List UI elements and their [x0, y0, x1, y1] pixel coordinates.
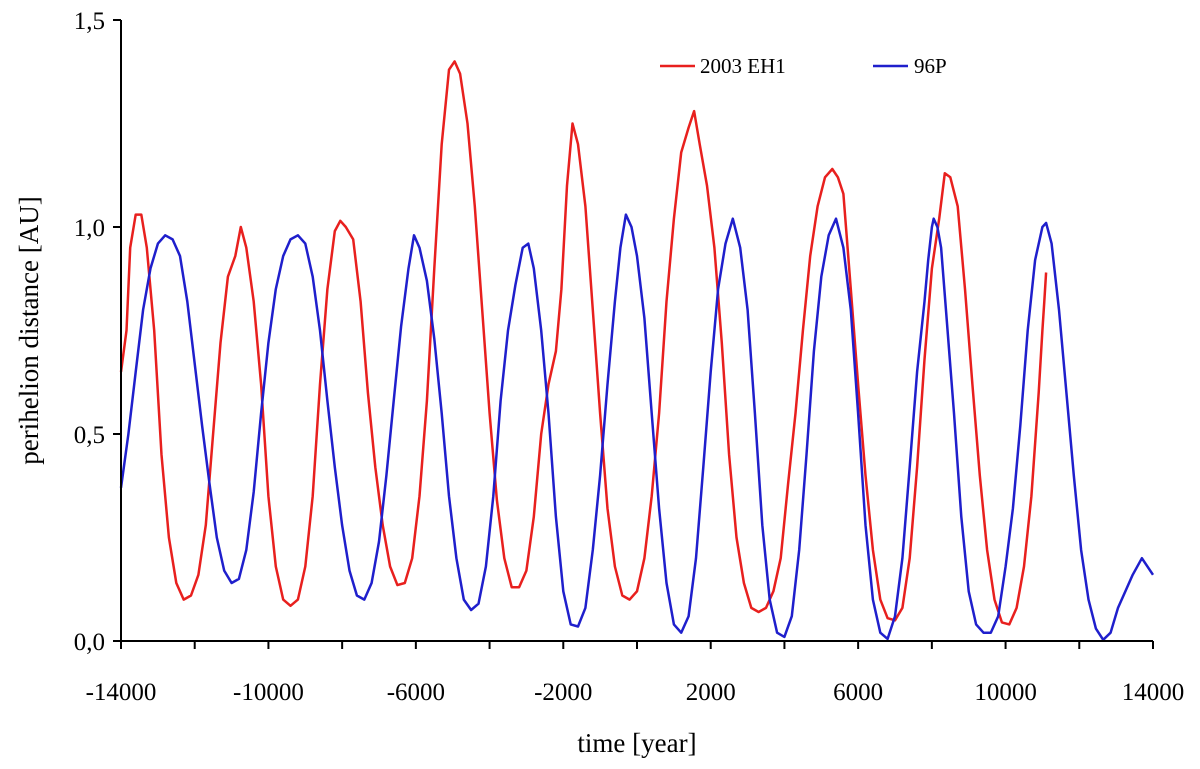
legend-label-2003-eh1: 2003 EH1	[700, 54, 786, 78]
y-axis-title: perihelion distance [AU]	[14, 196, 44, 464]
x-tick-label: 6000	[833, 679, 883, 706]
legend: 2003 EH1 96P	[660, 54, 947, 78]
legend-label-96p: 96P	[914, 54, 947, 78]
x-tick-label: -6000	[387, 679, 445, 706]
x-tick-label: 2000	[686, 679, 736, 706]
y-tick-label: 0,0	[74, 629, 105, 656]
series-line-96p	[119, 213, 1155, 642]
y-ticks: 0,0 0,5 1,0 1,5	[74, 8, 121, 656]
x-tick-label: -10000	[233, 679, 304, 706]
x-tick-label: 10000	[974, 679, 1037, 706]
x-ticks: -14000 -10000 -6000 -2000 2000 6000 10000 14000	[86, 641, 1185, 706]
y-tick-label: 1,5	[74, 8, 105, 35]
y-tick-label: 0,5	[74, 422, 105, 449]
y-tick-label: 1,0	[74, 215, 105, 242]
axes-layer	[120, 20, 1153, 642]
x-tick-label: -14000	[86, 679, 157, 706]
series-layer	[119, 60, 1155, 642]
series-line-2003-eh1	[119, 60, 1048, 626]
x-axis-title: time [year]	[577, 728, 696, 758]
x-tick-label: 14000	[1122, 679, 1185, 706]
x-tick-label: -2000	[534, 679, 592, 706]
